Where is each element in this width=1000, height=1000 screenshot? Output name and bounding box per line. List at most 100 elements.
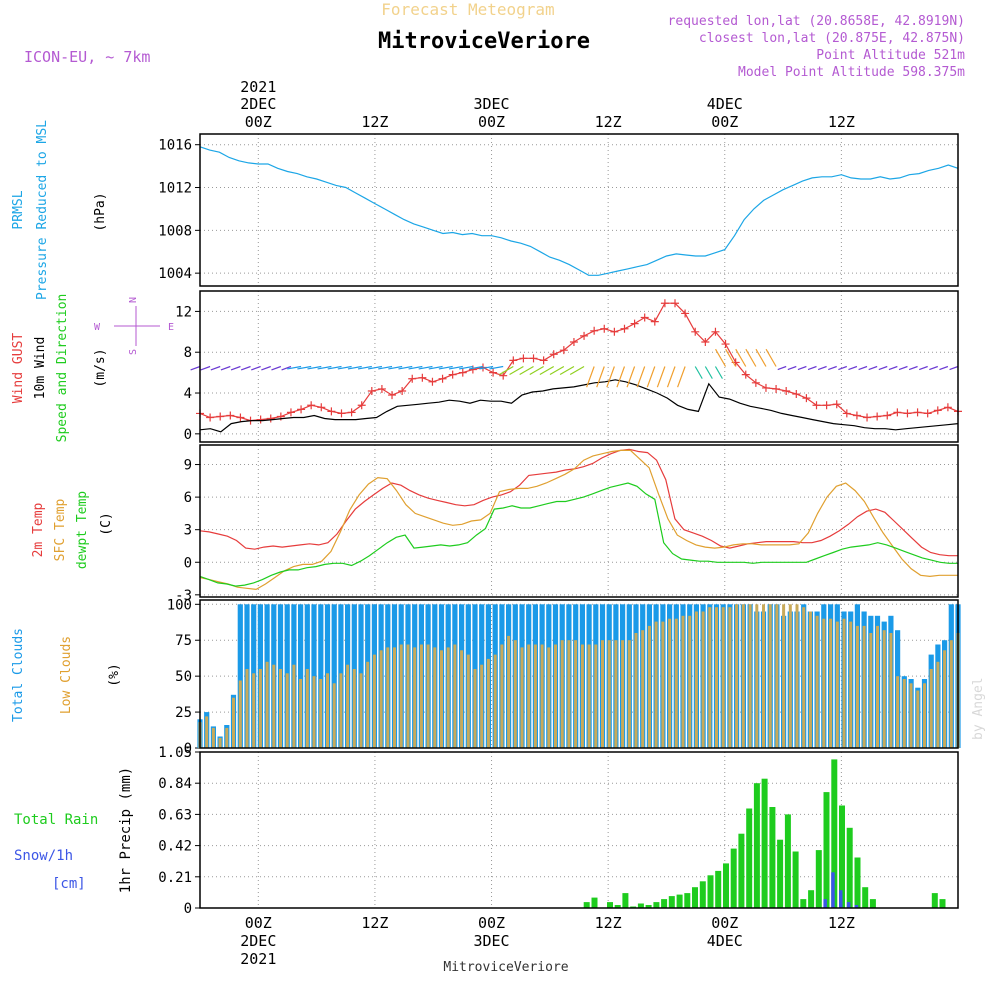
gust-marker bbox=[873, 412, 882, 421]
bar-low-clouds bbox=[755, 604, 759, 748]
gust-marker bbox=[519, 354, 528, 363]
bar-low-clouds bbox=[513, 640, 517, 748]
wind-arrow bbox=[210, 365, 221, 371]
gust-marker bbox=[590, 326, 599, 335]
panel-frame bbox=[199, 751, 959, 909]
bar-low-clouds bbox=[507, 635, 511, 748]
bar-low-clouds bbox=[386, 647, 390, 748]
gust-marker bbox=[236, 413, 245, 422]
gust-marker bbox=[569, 338, 578, 347]
y-tick-label: 0 bbox=[184, 901, 192, 917]
precip-label-rain: Total Rain bbox=[14, 812, 98, 828]
gust-marker bbox=[741, 370, 750, 379]
gust-marker bbox=[377, 384, 386, 393]
bar-low-clouds bbox=[346, 664, 350, 748]
wind-arrow bbox=[190, 365, 201, 371]
bottom-year-label: 2021 bbox=[240, 950, 276, 968]
y-tick-label: 0.21 bbox=[158, 870, 192, 886]
wind-arrow bbox=[428, 365, 443, 370]
y-tick-label: 6 bbox=[184, 490, 192, 506]
bar-low-clouds bbox=[473, 669, 477, 748]
wind-arrow bbox=[368, 365, 383, 370]
bar-total-rain bbox=[661, 899, 668, 908]
gust-marker bbox=[852, 411, 861, 420]
gust-marker bbox=[863, 413, 872, 422]
bar-low-clouds bbox=[567, 640, 571, 748]
wind-arrow bbox=[714, 366, 723, 379]
gust-marker bbox=[812, 401, 821, 410]
gust-marker bbox=[418, 373, 427, 382]
bar-low-clouds bbox=[252, 673, 256, 748]
bar-total-rain bbox=[862, 887, 869, 908]
gust-marker bbox=[650, 317, 659, 326]
bar-low-clouds bbox=[379, 650, 383, 748]
series-line-prmsl bbox=[199, 146, 959, 276]
bar-total-rain bbox=[707, 875, 714, 908]
series-line-wind-gust bbox=[199, 302, 959, 422]
top-time-label: 12Z bbox=[361, 113, 388, 131]
bar-snow-1h bbox=[839, 890, 843, 908]
bar-low-clouds bbox=[433, 647, 437, 748]
bar-total-rain bbox=[746, 808, 753, 908]
bar-low-clouds bbox=[795, 604, 799, 748]
wind-arrow bbox=[408, 365, 423, 370]
gust-marker bbox=[943, 403, 952, 412]
gust-marker bbox=[327, 407, 336, 416]
y-tick-label: 0.42 bbox=[158, 839, 192, 855]
bar-low-clouds bbox=[574, 640, 578, 748]
wind-arrow bbox=[519, 365, 534, 376]
y-tick-label: 3 bbox=[184, 523, 192, 539]
bar-low-clouds bbox=[205, 716, 209, 748]
bar-low-clouds bbox=[614, 640, 618, 748]
bar-low-clouds bbox=[359, 673, 363, 748]
bar-low-clouds bbox=[869, 633, 873, 748]
y-tick-label: 1012 bbox=[158, 181, 192, 197]
wind-arrow bbox=[337, 365, 352, 370]
gust-marker bbox=[438, 374, 447, 383]
top-time-label: 00Z bbox=[711, 113, 738, 131]
gust-marker bbox=[782, 386, 791, 395]
point-altitude: Point Altitude 521m bbox=[816, 48, 965, 63]
bar-low-clouds bbox=[822, 618, 826, 748]
y-tick-label: 1004 bbox=[158, 266, 192, 282]
gust-marker bbox=[681, 309, 690, 318]
bar-total-rain bbox=[715, 870, 722, 908]
gust-marker bbox=[923, 409, 932, 418]
wind-arrow bbox=[529, 365, 544, 376]
bar-low-clouds bbox=[580, 644, 584, 748]
gust-marker bbox=[802, 394, 811, 403]
bar-total-rain bbox=[784, 814, 791, 908]
bar-total-rain bbox=[777, 839, 784, 908]
wind-arrow bbox=[777, 365, 787, 371]
wind-arrow bbox=[509, 365, 524, 376]
y-tick-label: 0 bbox=[184, 427, 192, 443]
y-tick-label: 1016 bbox=[158, 138, 192, 154]
wind-arrow bbox=[616, 366, 626, 388]
pressure-label-1: PRMSL bbox=[11, 190, 26, 229]
bar-total-clouds bbox=[318, 604, 324, 748]
bar-low-clouds bbox=[527, 644, 531, 748]
y-tick-label: 50 bbox=[175, 669, 192, 685]
gust-marker bbox=[842, 409, 851, 418]
bar-low-clouds bbox=[929, 669, 933, 748]
wind-arrow bbox=[828, 365, 837, 371]
gust-marker bbox=[509, 356, 518, 365]
bar-low-clouds bbox=[842, 618, 846, 748]
precip-label-cm: [cm] bbox=[52, 876, 86, 892]
y-tick-label: 9 bbox=[184, 458, 192, 474]
wind-arrow bbox=[646, 366, 656, 388]
bar-low-clouds bbox=[520, 647, 524, 748]
temp-label-2: SFC Temp bbox=[53, 499, 68, 562]
gust-marker bbox=[448, 370, 457, 379]
bar-low-clouds bbox=[272, 664, 276, 748]
bar-low-clouds bbox=[587, 644, 591, 748]
series-line-10m-wind bbox=[199, 379, 959, 433]
bar-total-rain bbox=[692, 887, 698, 908]
gust-marker bbox=[286, 408, 295, 417]
footer-station: MitroviceVeriore bbox=[443, 960, 568, 975]
temp-label-1: 2m Temp bbox=[31, 502, 46, 557]
precip-unit: 1hr Precip (mm) bbox=[118, 767, 134, 893]
watermark: by Angel bbox=[971, 677, 986, 740]
bar-low-clouds bbox=[748, 604, 752, 748]
wind-arrow bbox=[479, 365, 494, 370]
